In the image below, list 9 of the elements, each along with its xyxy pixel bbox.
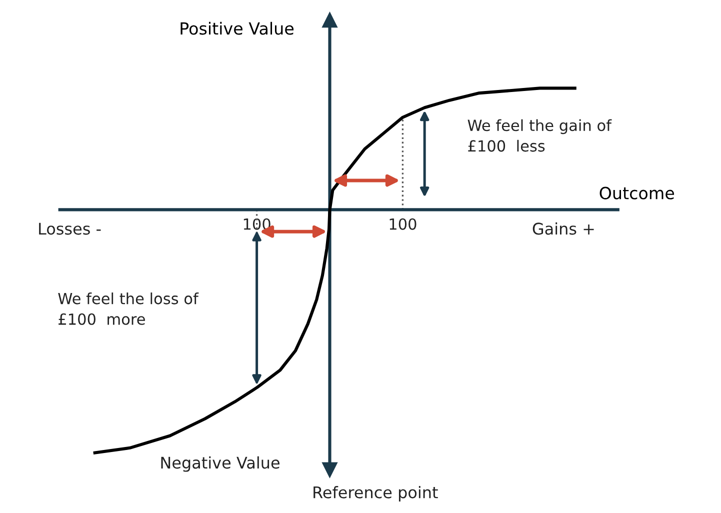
text: Negative Value <box>161 456 280 472</box>
y-axis-title: Positive Value <box>180 22 294 35</box>
annotation: We feel the loss of £100 more <box>58 292 199 325</box>
text: Reference point <box>314 486 438 502</box>
x-axis-title: Outcome <box>600 186 674 200</box>
annotation: We feel the gain of £100 less <box>468 119 612 152</box>
x-tick-label: 100 <box>390 218 416 230</box>
annotation: Gains + <box>532 222 594 235</box>
annotation: Losses - <box>39 222 101 235</box>
